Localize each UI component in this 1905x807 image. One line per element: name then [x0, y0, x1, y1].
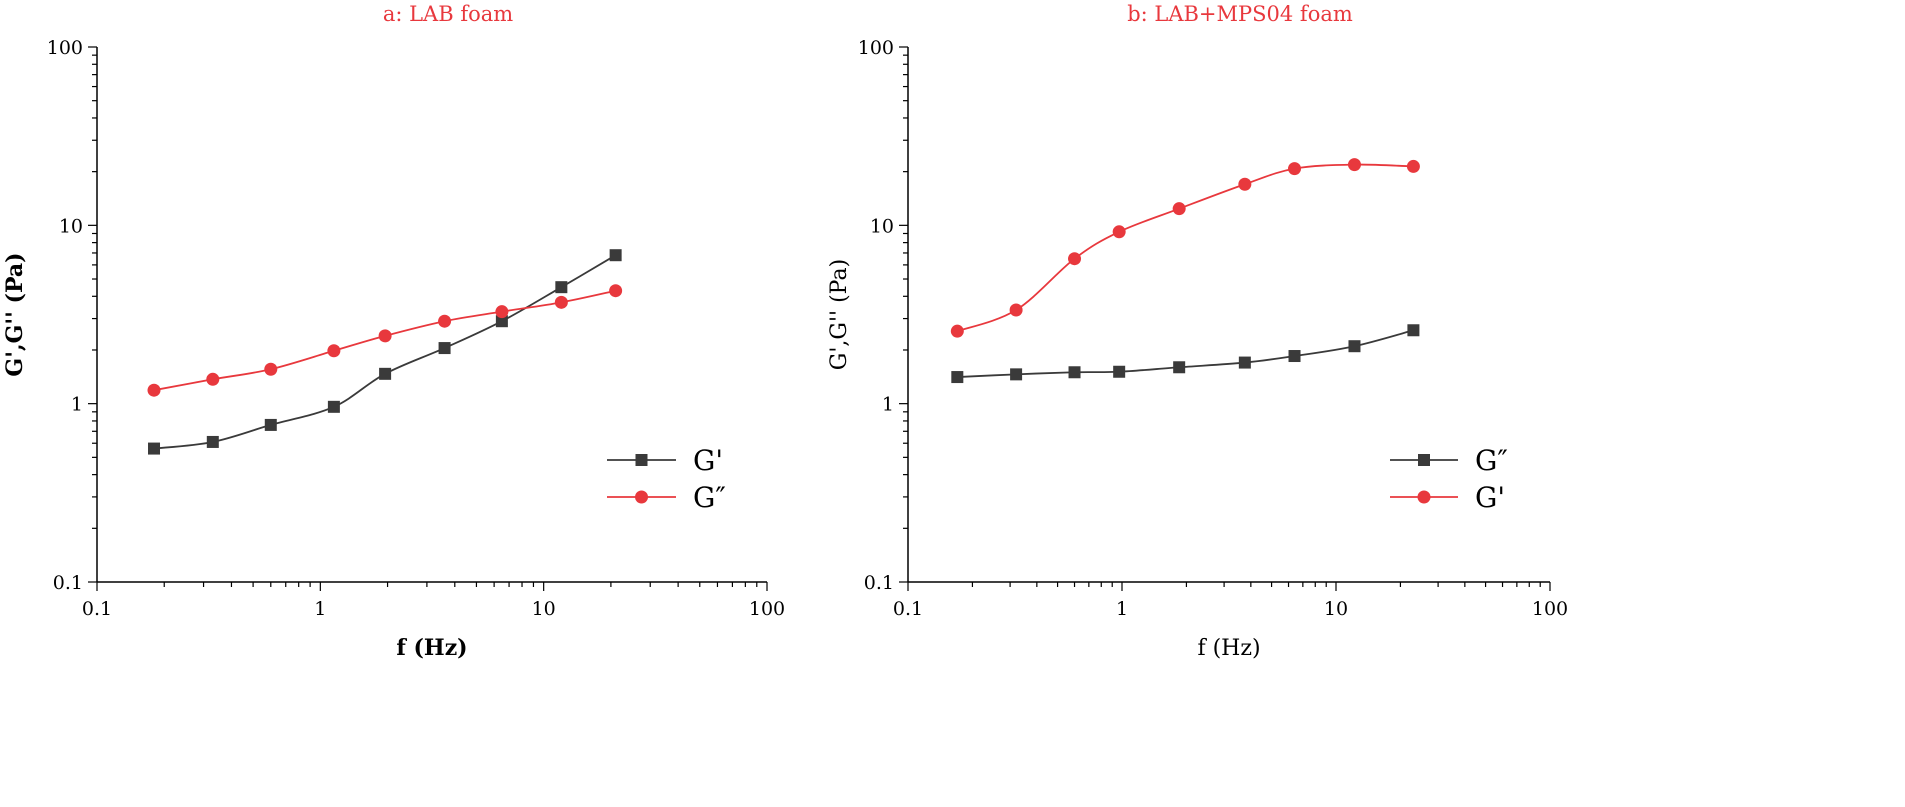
data-point — [495, 315, 508, 328]
series-line — [957, 163, 1414, 333]
data-point — [1009, 303, 1023, 317]
data-point — [554, 295, 568, 309]
legend: G″ G' — [1390, 444, 1508, 514]
y-tick-label: 1 — [882, 394, 894, 416]
y-axis-label: G',G'' (Pa) — [827, 259, 852, 370]
data-point — [1112, 225, 1126, 239]
legend-label: G″ — [1475, 444, 1508, 477]
data-point — [378, 329, 392, 343]
data-point — [609, 249, 622, 262]
legend-marker — [1417, 490, 1431, 504]
data-point — [327, 344, 341, 358]
x-tick-label: 10 — [1324, 598, 1348, 620]
series-circle — [147, 284, 623, 397]
data-point — [206, 435, 219, 448]
data-point — [1173, 361, 1186, 374]
x-tick-label: 1 — [1116, 598, 1128, 620]
data-point — [148, 442, 161, 455]
data-point — [1288, 162, 1302, 176]
x-tick-label: 100 — [1532, 598, 1568, 620]
data-point — [1407, 324, 1420, 337]
legend-label: G″ — [693, 481, 726, 514]
x-tick-label: 1 — [314, 598, 326, 620]
data-point — [495, 305, 509, 319]
series-circle — [950, 158, 1420, 338]
data-point — [1113, 365, 1126, 378]
y-tick-label: 100 — [858, 37, 894, 59]
data-point — [950, 324, 964, 338]
data-point — [438, 342, 451, 355]
data-point — [1348, 340, 1361, 353]
data-point — [264, 418, 277, 431]
data-point — [1068, 252, 1082, 266]
x-axis-label: f (Hz) — [396, 635, 467, 661]
data-point — [1406, 159, 1420, 173]
y-axis-label: G',G'' (Pa) — [2, 252, 28, 376]
x-axis-label: f (Hz) — [1197, 636, 1260, 661]
y-tick-label: 1 — [71, 394, 83, 416]
data-point — [555, 281, 568, 294]
legend-marker — [1418, 454, 1430, 466]
y-tick-label: 100 — [47, 37, 83, 59]
chart-a: a: LAB foam 0.1 1 10 100 0.1 1 10 100 f (Hz) G',G'… — [2, 2, 785, 661]
x-tick-label: 10 — [532, 598, 556, 620]
x-tick-label: 0.1 — [82, 598, 112, 620]
legend: G' G″ — [607, 444, 726, 514]
data-point — [1172, 202, 1186, 216]
y-tick-label: 0.1 — [864, 572, 894, 594]
legend-label: G' — [693, 444, 723, 477]
chart-title: b: LAB+MPS04 foam — [1127, 2, 1353, 26]
y-tick-label: 0.1 — [53, 572, 83, 594]
data-point — [327, 400, 340, 413]
data-point — [951, 371, 964, 384]
series-square — [951, 324, 1420, 384]
chart-title: a: LAB foam — [383, 2, 513, 26]
data-point — [147, 383, 161, 397]
series-line — [957, 329, 1414, 378]
chart-b: b: LAB+MPS04 foam 0.1 1 10 100 0.1 1 10 100 f (Hz… — [827, 2, 1568, 661]
x-tick-label: 0.1 — [893, 598, 923, 620]
data-point — [609, 284, 623, 298]
x-tick-label: 100 — [749, 598, 785, 620]
y-tick-label: 10 — [59, 215, 83, 237]
legend-marker — [635, 490, 648, 504]
data-point — [1068, 366, 1081, 379]
legend-label: G' — [1475, 481, 1505, 514]
data-point — [1238, 177, 1252, 191]
legend-marker — [635, 454, 648, 466]
data-point — [379, 367, 392, 380]
y-tick-label: 10 — [870, 215, 894, 237]
data-point — [438, 314, 452, 328]
data-point — [1347, 158, 1361, 172]
series-line — [153, 254, 617, 450]
data-point — [1288, 350, 1301, 363]
data-point — [1010, 368, 1023, 381]
data-point — [264, 362, 278, 376]
data-point — [206, 372, 220, 386]
data-point — [1238, 356, 1251, 369]
series-square — [148, 249, 622, 455]
